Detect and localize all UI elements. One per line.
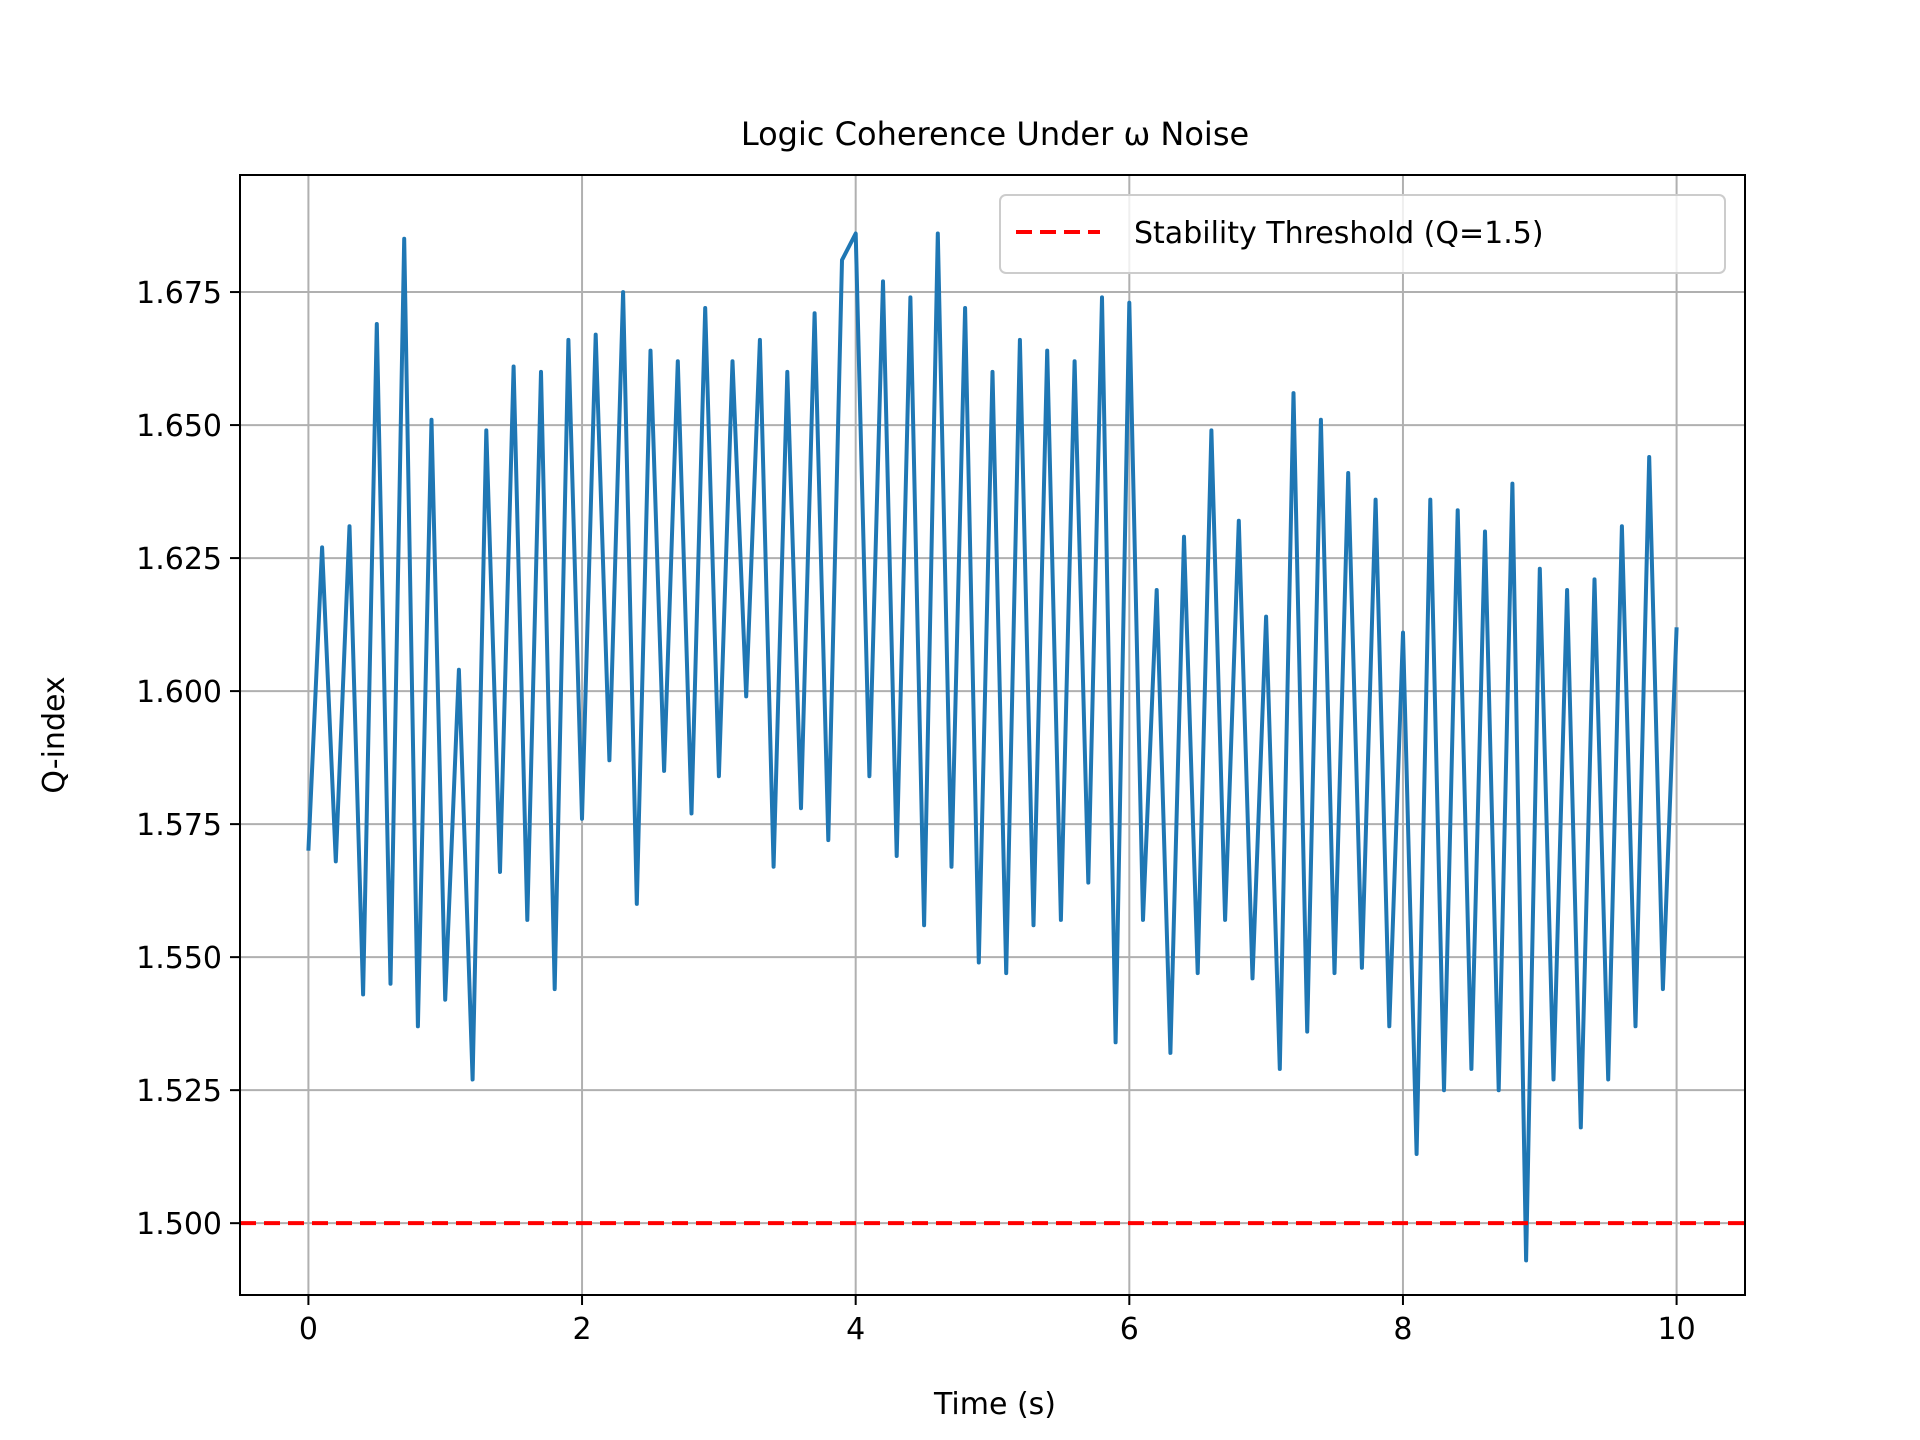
y-tick-label: 1.575 bbox=[136, 808, 222, 843]
y-tick-label: 1.650 bbox=[136, 409, 222, 444]
x-axis-label: Time (s) bbox=[933, 1387, 1056, 1422]
y-tick-label: 1.675 bbox=[136, 276, 222, 311]
x-tick-label: 4 bbox=[846, 1312, 865, 1347]
q-index-series-line bbox=[306, 231, 1679, 1263]
x-tick-label: 2 bbox=[572, 1312, 591, 1347]
x-tick-label: 8 bbox=[1393, 1312, 1412, 1347]
legend-threshold-label: Stability Threshold (Q=1.5) bbox=[1134, 216, 1544, 251]
series-layer bbox=[240, 231, 1745, 1263]
y-tick-label: 1.500 bbox=[136, 1207, 222, 1242]
x-tick-label: 0 bbox=[299, 1312, 318, 1347]
y-axis-label: Q-index bbox=[37, 676, 72, 793]
x-tick-label: 10 bbox=[1657, 1312, 1695, 1347]
chart-title: Logic Coherence Under ω Noise bbox=[741, 115, 1249, 153]
legend: Stability Threshold (Q=1.5) bbox=[999, 194, 1726, 274]
x-axis: 0 2 4 6 8 10 bbox=[299, 1295, 1696, 1347]
legend-box bbox=[999, 194, 1726, 274]
y-tick-label: 1.525 bbox=[136, 1074, 222, 1109]
y-tick-label: 1.550 bbox=[136, 941, 222, 976]
y-tick-label: 1.600 bbox=[136, 675, 222, 710]
plot-frame bbox=[239, 174, 1746, 1296]
y-tick-label: 1.625 bbox=[136, 542, 222, 577]
y-axis: 1.500 1.525 1.550 1.575 1.600 1.625 1.650 1.675 bbox=[136, 276, 240, 1242]
x-tick-label: 6 bbox=[1120, 1312, 1139, 1347]
